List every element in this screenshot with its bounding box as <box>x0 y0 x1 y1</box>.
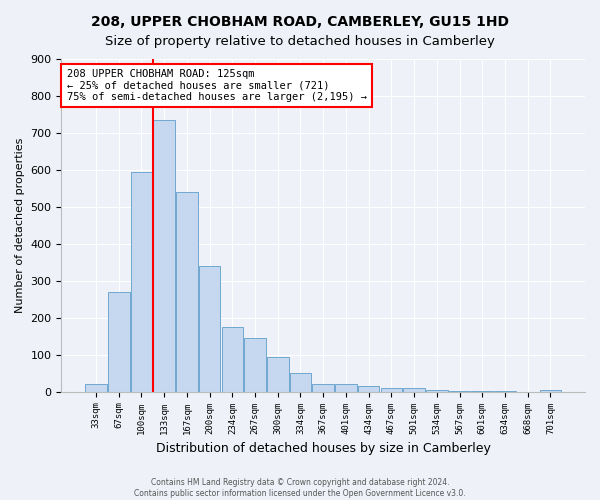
Bar <box>176 192 197 392</box>
Bar <box>358 386 379 392</box>
Text: Contains HM Land Registry data © Crown copyright and database right 2024.
Contai: Contains HM Land Registry data © Crown c… <box>134 478 466 498</box>
Bar <box>403 388 425 392</box>
Bar <box>221 327 243 392</box>
Bar <box>426 390 448 392</box>
Bar <box>244 338 266 392</box>
Text: 208, UPPER CHOBHAM ROAD, CAMBERLEY, GU15 1HD: 208, UPPER CHOBHAM ROAD, CAMBERLEY, GU15… <box>91 15 509 29</box>
Bar <box>85 384 107 392</box>
X-axis label: Distribution of detached houses by size in Camberley: Distribution of detached houses by size … <box>156 442 491 455</box>
Bar <box>472 391 493 392</box>
Bar <box>449 391 470 392</box>
Bar <box>290 373 311 392</box>
Text: 208 UPPER CHOBHAM ROAD: 125sqm
← 25% of detached houses are smaller (721)
75% of: 208 UPPER CHOBHAM ROAD: 125sqm ← 25% of … <box>67 69 367 102</box>
Bar <box>539 390 561 392</box>
Bar <box>267 356 289 392</box>
Bar <box>380 388 402 392</box>
Bar <box>131 172 152 392</box>
Bar <box>108 292 130 392</box>
Bar <box>199 266 220 392</box>
Y-axis label: Number of detached properties: Number of detached properties <box>15 138 25 313</box>
Bar <box>335 384 357 392</box>
Text: Size of property relative to detached houses in Camberley: Size of property relative to detached ho… <box>105 35 495 48</box>
Bar <box>154 120 175 392</box>
Bar <box>313 384 334 392</box>
